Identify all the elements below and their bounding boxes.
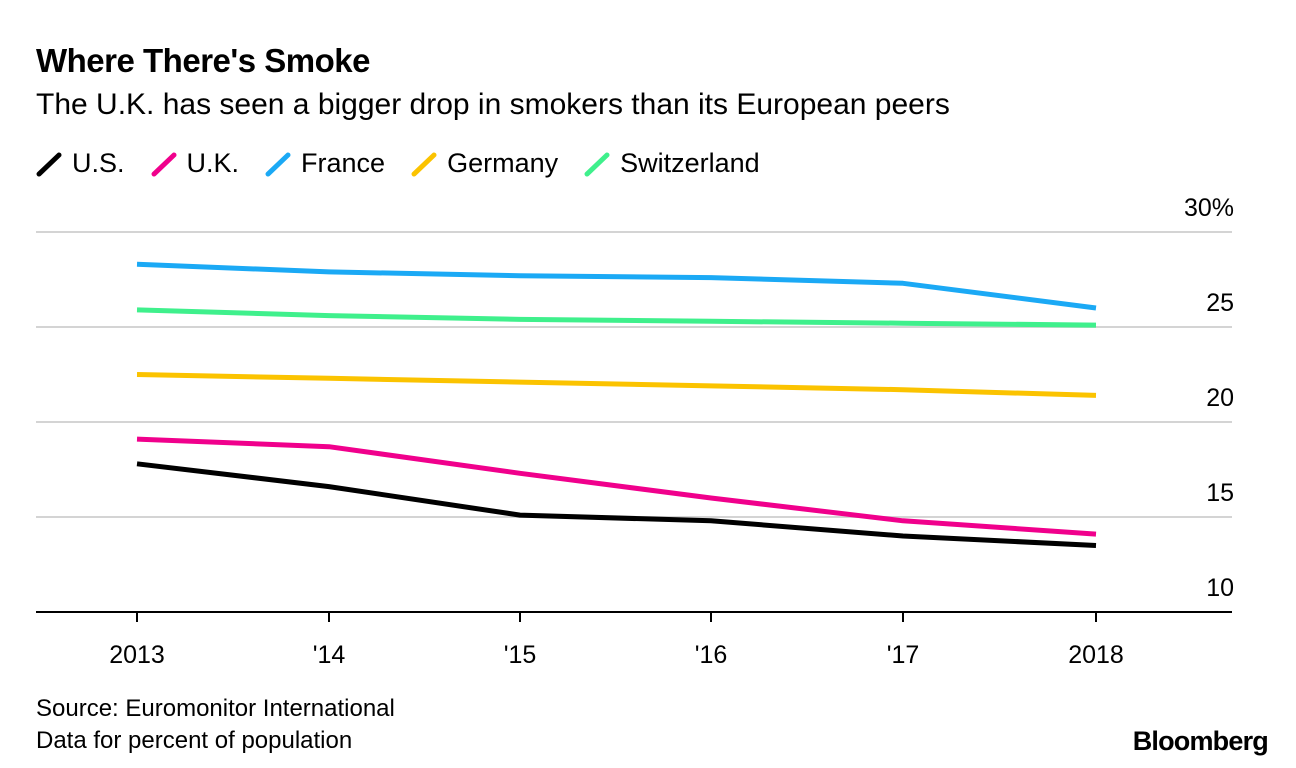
legend-label-u-k: U.K. [186, 148, 240, 178]
series-line-u-k [136, 436, 1097, 537]
legend-label-germany: Germany [447, 148, 559, 178]
series-line-u-s [136, 461, 1097, 548]
source-text: Source: Euromonitor International [36, 695, 395, 722]
x-tick-label-2017: '17 [887, 641, 920, 669]
legend-item-germany: Germany [411, 148, 558, 179]
x-tick-label-2018: 2018 [1068, 641, 1124, 669]
legend-item-switzerland: Switzerland [584, 148, 760, 179]
legend-swatch-switzerland [584, 152, 610, 176]
x-tick-label-2016: '16 [695, 641, 728, 669]
legend-label-france: France [301, 148, 386, 178]
series-line-switzerland [136, 307, 1097, 328]
chart-subtitle: The U.K. has seen a bigger drop in smoke… [36, 88, 950, 121]
x-tick-label-2015: '15 [504, 641, 537, 669]
legend-label-u-s: U.S. [72, 148, 125, 178]
y-tick-label-25: 25 [1206, 289, 1234, 317]
legend-swatch-germany [411, 152, 437, 176]
data-note-text: Data for percent of population [36, 727, 353, 754]
legend-swatch-france [265, 152, 291, 176]
legend: U.S. U.K. France Germany Switzerland [36, 148, 786, 179]
source-note: Source: Euromonitor International Data f… [36, 693, 395, 757]
legend-swatch-u-s [36, 152, 62, 176]
line-chart: 10 15 20 25 30% 2013 '14 '15 '16 '17 2018 [36, 194, 1234, 669]
legend-swatch-u-k [151, 152, 177, 176]
y-tick-label-10: 10 [1206, 574, 1234, 602]
bloomberg-logo: Bloomberg [1132, 726, 1269, 756]
series-line-germany [136, 372, 1097, 398]
y-tick-label-15: 15 [1206, 479, 1234, 507]
series-line-france [136, 261, 1097, 311]
chart-title: Where There's Smoke [36, 42, 370, 79]
legend-item-u-s: U.S. [36, 148, 125, 179]
x-tick-label-2013: 2013 [109, 641, 165, 669]
y-tick-label-30: 30% [1184, 194, 1234, 222]
legend-label-switzerland: Switzerland [620, 148, 760, 178]
y-tick-label-20: 20 [1206, 384, 1234, 412]
x-tick-label-2014: '14 [313, 641, 346, 669]
legend-item-france: France [265, 148, 385, 179]
legend-item-u-k: U.K. [151, 148, 240, 179]
